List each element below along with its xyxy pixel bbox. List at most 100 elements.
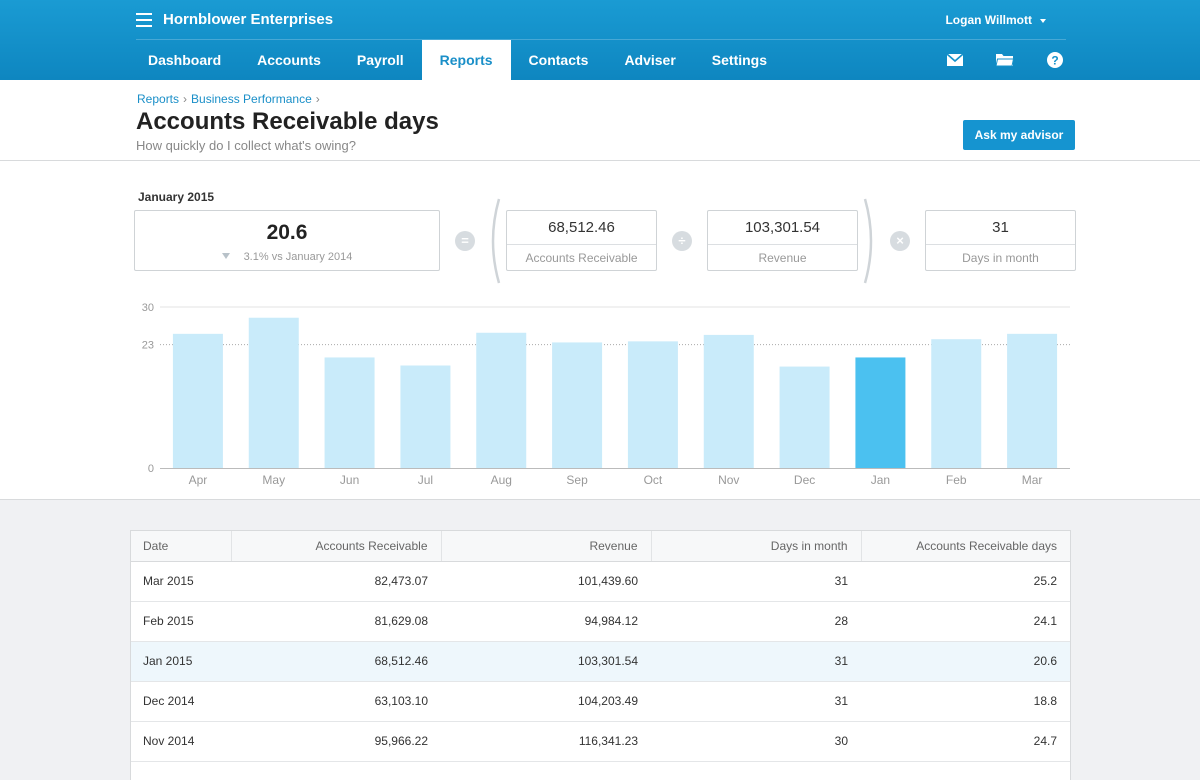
accounts-receivable-label: Accounts Receivable xyxy=(525,251,638,265)
user-name: Logan Willmott xyxy=(945,13,1032,27)
revenue-box: 103,301.54 Revenue xyxy=(707,210,858,271)
nav-payroll[interactable]: Payroll xyxy=(356,52,404,68)
table-row[interactable]: Feb 2015 81,629.08 94,984.12 28 24.1 xyxy=(131,601,1070,642)
x-tick-label: Jan xyxy=(871,473,890,487)
col-header-ar-days[interactable]: Accounts Receivable days xyxy=(861,531,1070,562)
result-value: 20.6 xyxy=(266,221,308,244)
y-tick-label: 23 xyxy=(142,340,154,352)
cell-date: Feb 2015 xyxy=(131,601,231,642)
nav-settings[interactable]: Settings xyxy=(711,52,768,68)
col-header-days-in-month[interactable]: Days in month xyxy=(651,531,862,562)
x-tick-label: Jul xyxy=(418,473,433,487)
table-row[interactable]: Mar 2015 82,473.07 101,439.60 31 25.2 xyxy=(131,561,1070,602)
cell-ar-days: 18.8 xyxy=(861,681,1070,722)
cell-accounts-receivable: 95,966.22 xyxy=(231,721,441,762)
col-header-date[interactable]: Date xyxy=(131,531,232,562)
bar xyxy=(779,366,830,468)
cell-accounts-receivable xyxy=(231,761,441,780)
chevron-down-icon xyxy=(1040,18,1046,23)
cell-days: 31 xyxy=(651,641,861,682)
equals-icon: = xyxy=(455,231,475,251)
nav-accounts[interactable]: Accounts xyxy=(257,52,321,68)
table-row[interactable] xyxy=(131,761,1070,780)
period-label: January 2015 xyxy=(138,190,215,204)
ar-days-chart: 0 23 30 Apr May Jun Jul Aug Sep Oct Nov Dec Jan Feb Ma… xyxy=(142,302,1070,487)
table-row[interactable]: Dec 2014 63,103.10 104,203.49 31 18.8 xyxy=(131,681,1070,722)
open-paren-icon xyxy=(491,198,501,284)
bar-selected xyxy=(855,357,906,468)
cell-revenue: 103,301.54 xyxy=(441,641,651,682)
bar xyxy=(172,333,223,468)
col-header-accounts-receivable[interactable]: Accounts Receivable xyxy=(231,531,442,562)
bar xyxy=(248,317,299,468)
table-row-selected[interactable]: Jan 2015 68,512.46 103,301.54 31 20.6 xyxy=(131,641,1070,682)
x-tick-label: Sep xyxy=(566,473,588,487)
help-icon[interactable]: ? xyxy=(1030,40,1080,80)
table-row[interactable]: Nov 2014 95,966.22 116,341.23 30 24.7 xyxy=(131,721,1070,762)
bar xyxy=(552,342,603,468)
divide-icon: ÷ xyxy=(672,231,692,251)
nav-icons: ? xyxy=(930,40,1080,80)
y-tick-label: 0 xyxy=(148,463,154,475)
x-tick-label: Dec xyxy=(794,473,815,487)
cell-date: Nov 2014 xyxy=(131,721,231,762)
days-value: 31 xyxy=(926,211,1075,245)
cell-ar-days: 20.6 xyxy=(861,641,1070,682)
cell-revenue: 94,984.12 xyxy=(441,601,651,642)
bar xyxy=(400,365,451,468)
bar xyxy=(476,332,527,468)
bar xyxy=(324,357,375,468)
breadcrumb-reports[interactable]: Reports xyxy=(137,92,180,106)
accounts-receivable-value: 68,512.46 xyxy=(507,211,656,245)
cell-accounts-receivable: 68,512.46 xyxy=(231,641,441,682)
revenue-value: 103,301.54 xyxy=(708,211,857,245)
nav-contacts[interactable]: Contacts xyxy=(528,52,589,68)
x-tick-label: Jun xyxy=(340,473,359,487)
table-header-row: Date Accounts Receivable Revenue Days in… xyxy=(131,531,1070,562)
cell-days: 31 xyxy=(651,681,861,722)
nav-reports[interactable]: Reports xyxy=(421,40,511,80)
result-box: 20.6 3.1% vs January 2014 xyxy=(134,210,440,271)
summary-area: January 2015 20.6 3.1% vs January 2014 =… xyxy=(0,161,1200,500)
bar xyxy=(703,334,754,468)
mail-icon[interactable] xyxy=(930,40,980,80)
cell-days xyxy=(651,761,861,780)
x-tick-label: Aug xyxy=(491,473,512,487)
menu-icon[interactable] xyxy=(136,13,152,27)
nav-dashboard[interactable]: Dashboard xyxy=(148,52,222,68)
close-paren-icon xyxy=(863,198,873,284)
breadcrumb-business-performance[interactable]: Business Performance xyxy=(191,92,312,106)
x-tick-label: Nov xyxy=(718,473,739,487)
cell-days: 28 xyxy=(651,601,861,642)
down-arrow-icon xyxy=(221,253,230,259)
cell-ar-days: 24.7 xyxy=(861,721,1070,762)
cell-revenue: 104,203.49 xyxy=(441,681,651,722)
page-subtitle: How quickly do I collect what's owing? xyxy=(136,138,356,153)
cell-ar-days: 25.2 xyxy=(861,561,1070,602)
bar xyxy=(931,339,982,468)
user-menu[interactable]: Logan Willmott xyxy=(945,13,1046,27)
cell-ar-days: 24.1 xyxy=(861,601,1070,642)
org-name[interactable]: Hornblower Enterprises xyxy=(163,11,334,28)
folder-icon[interactable] xyxy=(980,40,1030,80)
cell-revenue: 101,439.60 xyxy=(441,561,651,602)
svg-text:?: ? xyxy=(1051,54,1058,68)
nav-adviser[interactable]: Adviser xyxy=(624,52,676,68)
cell-accounts-receivable: 82,473.07 xyxy=(231,561,441,602)
x-tick-label: Mar xyxy=(1022,473,1043,487)
days-box: 31 Days in month xyxy=(925,210,1076,271)
breadcrumb-separator: › xyxy=(183,92,188,106)
days-label: Days in month xyxy=(962,251,1039,265)
ask-advisor-button[interactable]: Ask my advisor xyxy=(963,120,1075,150)
accounts-receivable-box: 68,512.46 Accounts Receivable xyxy=(506,210,657,271)
breadcrumb: Reports › Business Performance › xyxy=(137,92,324,106)
cell-accounts-receivable: 81,629.08 xyxy=(231,601,441,642)
main-nav: Dashboard Accounts Payroll Reports Conta… xyxy=(130,40,785,80)
x-tick-label: Feb xyxy=(946,473,967,487)
col-header-revenue[interactable]: Revenue xyxy=(441,531,652,562)
page-title: Accounts Receivable days xyxy=(136,108,439,135)
y-tick-label: 30 xyxy=(142,302,154,314)
cell-revenue xyxy=(441,761,651,780)
multiply-icon: × xyxy=(890,231,910,251)
cell-date: Mar 2015 xyxy=(131,561,231,602)
